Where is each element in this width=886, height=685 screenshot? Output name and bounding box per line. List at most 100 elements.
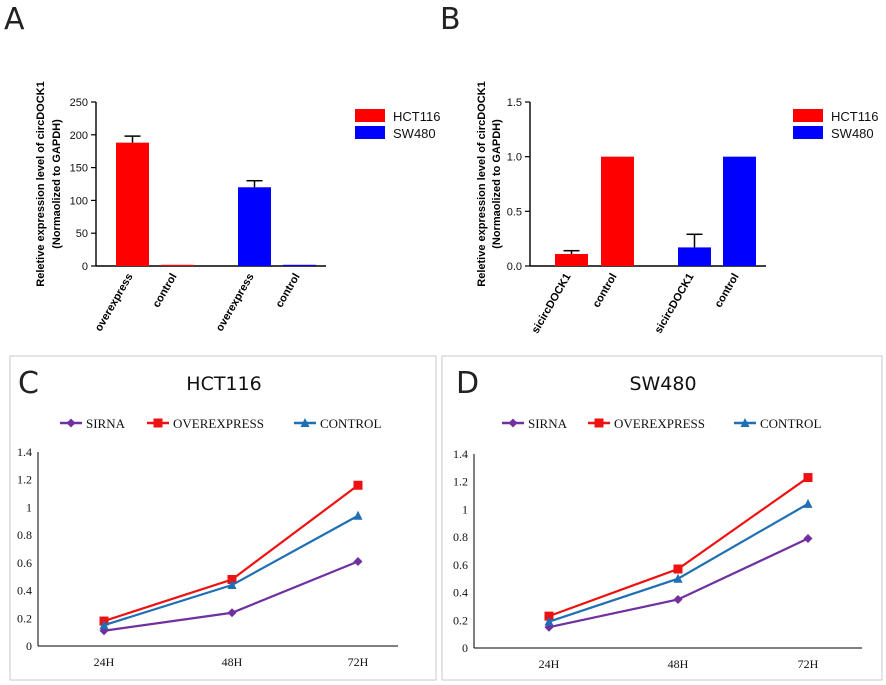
bar: [161, 264, 194, 266]
chart-frame: [441, 355, 883, 681]
legend-swatch: [793, 126, 823, 139]
y-tick-label: 50: [76, 228, 88, 240]
bar: [555, 253, 588, 266]
panel-letter-d: D: [456, 366, 480, 401]
data-point: [544, 611, 554, 621]
y-axis-label: (Normaolized to GAPDH): [491, 119, 503, 249]
series-line-control: [548, 502, 809, 623]
bar: [601, 156, 634, 266]
y-tick-label: 1: [26, 500, 32, 514]
y-tick-label: 0: [462, 641, 468, 655]
data-point: [673, 595, 683, 604]
chart-title: SW480: [629, 373, 696, 395]
y-tick-label: 1.4: [453, 447, 468, 461]
data-point: [353, 510, 363, 520]
legend-label: CONTROL: [760, 416, 821, 431]
y-tick-label: 1.2: [17, 473, 32, 487]
y-tick-label: 1.5: [507, 97, 522, 109]
x-tick-label: control: [591, 272, 620, 310]
x-tick-label: 24H: [539, 657, 560, 671]
y-tick-label: 0: [82, 261, 88, 273]
bar: [283, 264, 316, 266]
legend-label: HCT116: [393, 109, 440, 124]
y-tick-label: 0: [26, 639, 32, 653]
chart-a: 0 50 100 150 200 250 Reletive expression level…: [35, 81, 440, 333]
x-tick-label: 72H: [348, 655, 369, 669]
series-line-sirna: [103, 560, 359, 632]
legend-label: HCT116: [831, 109, 878, 124]
series-line-overexpress: [548, 476, 809, 618]
y-tick-label: 0.4: [17, 584, 32, 598]
y-tick-label: 1.2: [453, 475, 468, 489]
legend-label: OVEREXPRESS: [173, 416, 264, 431]
chart-d: SW480 SIRNA OVEREXPRESS CONTROL 0 0.2 0.4 0.6 0.…: [441, 355, 883, 681]
y-tick-label: 0.6: [17, 556, 32, 570]
y-tick-label: 0.5: [507, 206, 522, 218]
x-tick-label: 24H: [94, 655, 115, 669]
data-point: [673, 573, 683, 583]
y-tick-label: 250: [70, 97, 88, 109]
data-point: [673, 564, 683, 574]
x-tick-label: overexpress: [214, 272, 257, 334]
y-tick-label: 1.0: [507, 152, 522, 164]
legend-swatch: [355, 126, 385, 139]
series-line-overexpress: [103, 484, 359, 623]
chart-b: 0.0 0.5 1.0 1.5 Reletive expression level of…: [476, 81, 878, 335]
legend-label: OVEREXPRESS: [614, 416, 705, 431]
x-tick-label: 48H: [668, 657, 689, 671]
x-tick-label: control: [713, 272, 742, 310]
panel-letter-a: A: [4, 2, 25, 37]
y-axis-label: Reletive expression level of circDOCK1: [476, 81, 488, 286]
bar: [238, 187, 271, 266]
data-point: [300, 418, 310, 427]
y-tick-label: 0.6: [453, 558, 468, 572]
legend-label: SIRNA: [86, 416, 126, 431]
x-tick-label: 72H: [798, 657, 819, 671]
x-tick-label: 48H: [222, 655, 243, 669]
y-axis-label: (Normaolized to GAPDH): [51, 119, 63, 249]
data-point: [803, 498, 813, 508]
data-point: [353, 556, 363, 566]
y-tick-label: 1.4: [17, 445, 32, 459]
x-tick-label: overexpress: [93, 272, 136, 334]
legend-label: SW480: [393, 126, 436, 141]
legend-label: CONTROL: [320, 416, 381, 431]
y-tick-label: 0.0: [507, 261, 522, 273]
legend-swatch: [355, 109, 385, 122]
data-point: [66, 418, 76, 428]
legend-label: SIRNA: [528, 416, 568, 431]
x-tick-label: sicircDOCK1: [653, 272, 697, 336]
chart-title: HCT116: [186, 373, 261, 395]
bar: [723, 156, 756, 266]
data-point: [803, 534, 813, 544]
y-tick-label: 150: [70, 163, 88, 175]
data-point: [99, 620, 109, 630]
y-tick-label: 1: [462, 502, 468, 516]
data-point: [153, 418, 163, 428]
panel-letter-c: C: [18, 366, 39, 401]
panel-letter-b: B: [440, 2, 461, 37]
y-tick-label: 200: [70, 130, 88, 142]
bar: [116, 142, 149, 266]
x-tick-label: control: [151, 272, 180, 310]
y-tick-label: 0.2: [17, 611, 32, 625]
y-tick-label: 0.8: [453, 530, 468, 544]
data-point: [227, 574, 237, 584]
chart-c: HCT116 SIRNA OVEREXPRESS CONTROL 0 0.2 0.4 0.6 0…: [9, 355, 437, 681]
legend-swatch: [793, 109, 823, 122]
y-axis-label: Reletive expression level of circDOCK1: [35, 81, 47, 286]
data-point: [353, 480, 363, 490]
y-tick-label: 0.2: [453, 613, 468, 627]
y-tick-label: 0.4: [453, 586, 468, 600]
y-tick-label: 0.8: [17, 528, 32, 542]
chart-frame: [9, 355, 437, 681]
data-point: [594, 418, 604, 428]
x-tick-label: control: [274, 272, 303, 310]
data-point: [544, 616, 554, 626]
data-point: [227, 580, 237, 590]
legend-label: SW480: [831, 126, 874, 141]
data-point: [740, 418, 750, 427]
x-tick-label: sicircDOCK1: [530, 272, 574, 336]
data-point: [508, 418, 518, 428]
